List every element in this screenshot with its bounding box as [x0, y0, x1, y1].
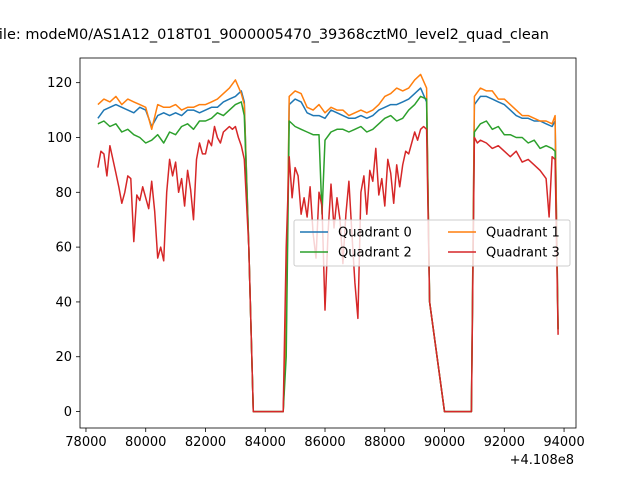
legend-label-quadrant-2: Quadrant 2: [338, 246, 412, 261]
x-tick-label: 88000: [364, 435, 405, 450]
legend-label-quadrant-0: Quadrant 0: [338, 226, 412, 241]
legend-label-quadrant-3: Quadrant 3: [486, 246, 560, 261]
series-line-quadrant-2: [97, 95, 559, 413]
legend: Quadrant 0 Quadrant 1 Quadrant 2 Quadrant 3: [293, 219, 571, 267]
y-tick-label: 0: [64, 405, 72, 420]
y-tick-label: 40: [55, 295, 72, 310]
x-tick-label: 84000: [245, 435, 286, 450]
axes-frame: [79, 57, 577, 429]
y-tick-label: 60: [55, 241, 72, 256]
series-line-quadrant-0: [97, 87, 559, 413]
x-tick-label: 94000: [543, 435, 584, 450]
ticks-layer: 78000 80000 82000 84000 86000 88000 90000 92000…: [47, 76, 585, 450]
x-tick-label: 90000: [424, 435, 465, 450]
y-tick-label: 120: [47, 76, 72, 91]
series-layer: [97, 73, 559, 413]
y-tick-label: 80: [55, 186, 72, 201]
x-tick-label: 86000: [304, 435, 345, 450]
chart-title: n file: modeM0/AS1A12_018T01_9000005470_…: [0, 27, 549, 43]
y-tick-label: 20: [55, 350, 72, 365]
series-line-quadrant-1: [97, 73, 559, 413]
x-offset-label: +4.108e8: [510, 453, 574, 468]
series-line-quadrant-3: [97, 125, 559, 413]
x-tick-label: 80000: [125, 435, 166, 450]
y-tick-label: 100: [47, 131, 72, 146]
plot-area: [79, 57, 577, 429]
legend-box: [293, 219, 571, 267]
x-tick-label: 78000: [65, 435, 106, 450]
x-tick-label: 92000: [484, 435, 525, 450]
x-tick-label: 82000: [185, 435, 226, 450]
legend-label-quadrant-1: Quadrant 1: [486, 226, 560, 241]
